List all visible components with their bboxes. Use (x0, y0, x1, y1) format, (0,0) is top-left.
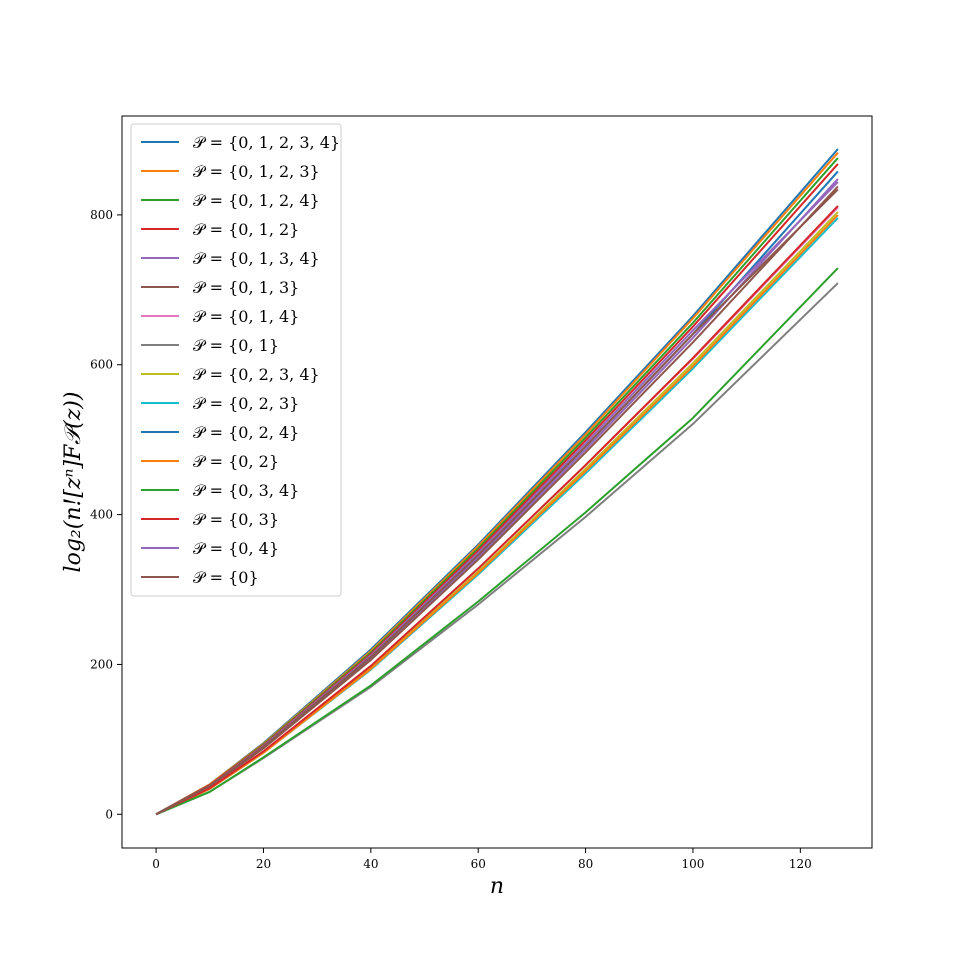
y-tick-label: 200 (90, 657, 113, 671)
legend-label: 𝒫 = {0, 1, 2} (193, 220, 299, 239)
series-line-14 (155, 205, 839, 816)
legend-label: 𝒫 = {0, 2, 4} (193, 423, 299, 442)
y-axis-label: log₂(n![zⁿ]F𝒫(z)) (61, 392, 86, 573)
series-line-13 (155, 267, 839, 816)
legend-label: 𝒫 = {0, 1} (193, 336, 279, 355)
x-tick-label: 80 (578, 857, 593, 871)
legend-label: 𝒫 = {0, 2} (193, 452, 279, 471)
legend-label: 𝒫 = {0, 2, 3} (193, 394, 299, 413)
legend-label: 𝒫 = {0, 1, 2, 3} (193, 162, 320, 181)
series-line-16 (155, 188, 839, 816)
x-tick-label: 0 (152, 857, 160, 871)
legend: 𝒫 = {0, 1, 2, 3, 4} 𝒫 = {0, 1, 2, 3} 𝒫 = {… (130, 123, 342, 597)
legend-label: 𝒫 = {0, 2, 3, 4} (193, 365, 320, 384)
x-axis-label: n (490, 874, 504, 899)
x-axis: 0 20 40 60 80 100 120 (152, 848, 812, 871)
legend-label: 𝒫 = {0, 1, 3, 4} (193, 249, 320, 268)
y-tick-label: 600 (90, 358, 113, 372)
series-layer (155, 148, 839, 816)
legend-label: 𝒫 = {0, 1, 2, 4} (193, 191, 320, 210)
plot-frame (121, 115, 873, 849)
x-tick-label: 120 (789, 857, 812, 871)
legend-label: 𝒫 = {0} (193, 568, 259, 587)
legend-label: 𝒫 = {0, 3} (193, 510, 279, 529)
legend-items: 𝒫 = {0, 1, 2, 3, 4} 𝒫 = {0, 1, 2, 3} 𝒫 = {… (141, 133, 340, 587)
y-axis: 0 200 400 600 800 (90, 208, 122, 821)
legend-label: 𝒫 = {0, 1, 2, 3, 4} (193, 133, 340, 152)
x-tick-label: 60 (471, 857, 486, 871)
legend-label: 𝒫 = {0, 4} (193, 539, 279, 558)
legend-box (130, 123, 342, 597)
y-tick-label: 800 (90, 208, 113, 222)
legend-label: 𝒫 = {0, 1, 3} (193, 278, 299, 297)
legend-label: 𝒫 = {0, 3, 4} (193, 481, 299, 500)
y-tick-label: 0 (105, 807, 113, 821)
x-tick-label: 40 (363, 857, 378, 871)
y-tick-label: 400 (90, 508, 113, 522)
legend-label: 𝒫 = {0, 1, 4} (193, 307, 299, 326)
x-tick-label: 20 (256, 857, 271, 871)
x-tick-label: 100 (682, 857, 705, 871)
